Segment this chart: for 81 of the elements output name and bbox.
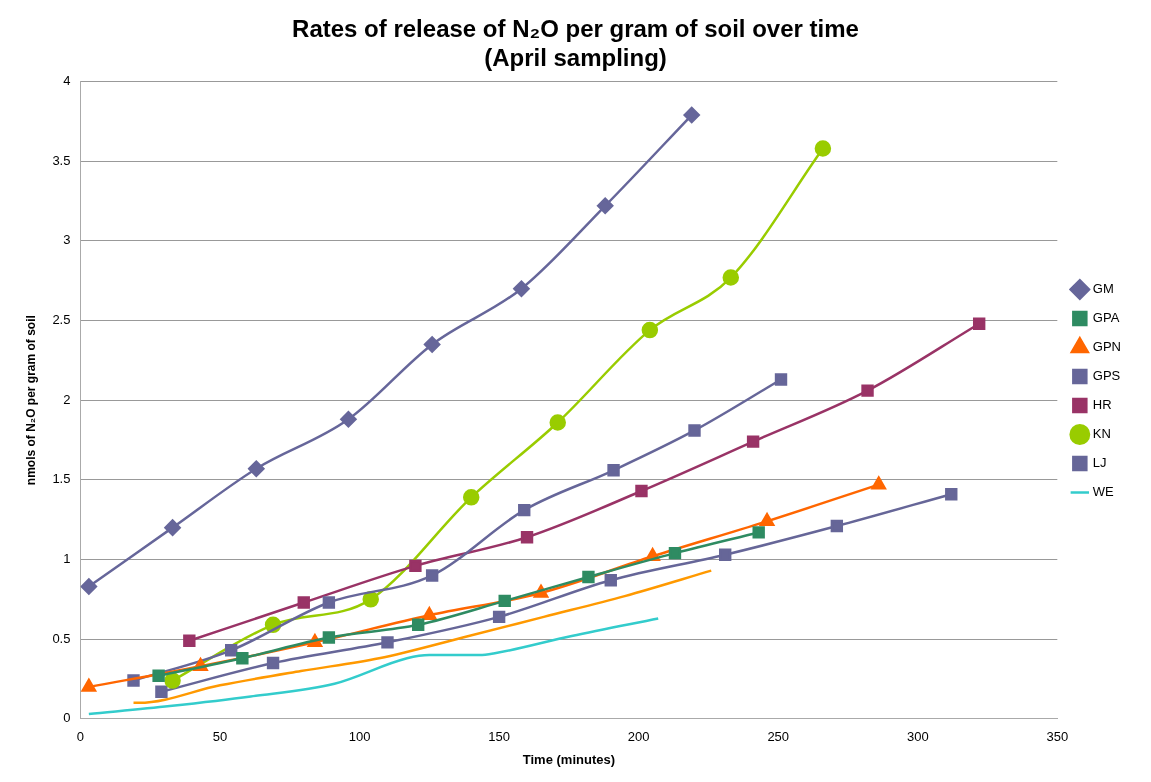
point <box>81 678 97 692</box>
chart-subtitle: (April sampling) <box>484 43 667 71</box>
x-tick-label: 250 <box>767 729 790 745</box>
x-axis-title: Time (minutes) <box>522 751 616 767</box>
y-tick-label: 0.5 <box>52 630 71 646</box>
point <box>774 373 788 386</box>
legend-label: GPS <box>1092 368 1121 384</box>
point <box>322 631 336 644</box>
point <box>945 487 958 501</box>
point <box>513 280 530 297</box>
point <box>688 424 701 437</box>
x-tick-label: 200 <box>627 729 650 745</box>
y-tick-label: 2 <box>63 391 71 407</box>
point <box>683 106 700 124</box>
x-tick-label: 350 <box>1046 729 1069 745</box>
legend-label: HR <box>1092 397 1112 413</box>
point <box>596 197 614 215</box>
point <box>411 618 425 632</box>
y-tick-label: 1 <box>63 551 71 567</box>
x-tick-label: 300 <box>906 729 929 745</box>
point <box>518 503 531 517</box>
point <box>422 607 437 621</box>
y-tick-label: 4 <box>63 73 71 89</box>
point <box>409 559 422 573</box>
point <box>582 570 595 584</box>
point <box>266 656 280 670</box>
point <box>423 336 441 353</box>
legend-label: WE <box>1092 484 1115 500</box>
line-series <box>87 617 660 716</box>
point <box>498 594 511 608</box>
point <box>224 644 238 657</box>
point <box>830 519 844 533</box>
legend-label: GM <box>1092 281 1114 297</box>
point <box>425 569 439 582</box>
legend-label: LJ <box>1092 455 1107 471</box>
point <box>462 489 480 506</box>
line-series <box>132 569 713 705</box>
point <box>164 672 181 689</box>
point <box>155 685 168 698</box>
point <box>607 464 620 477</box>
point <box>520 531 534 544</box>
y-axis-title: nmols of N₂O per gram of soil <box>23 315 38 486</box>
point <box>549 414 566 431</box>
x-tick-label: 150 <box>488 729 510 745</box>
point <box>322 596 336 609</box>
point <box>381 636 394 649</box>
y-tick-label: 2.5 <box>52 312 71 328</box>
point <box>164 519 181 536</box>
point <box>752 526 765 539</box>
legend-label: GPA <box>1092 310 1120 326</box>
y-tick-label: 0 <box>63 710 71 726</box>
x-tick-label: 0 <box>76 729 85 745</box>
point <box>861 384 874 397</box>
point <box>722 269 740 286</box>
x-tick-label: 100 <box>348 729 371 745</box>
point <box>972 317 986 330</box>
point <box>871 476 887 490</box>
point <box>668 546 682 560</box>
point <box>492 610 506 624</box>
y-tick-label: 3.5 <box>52 152 71 168</box>
point <box>297 596 310 609</box>
point <box>340 411 357 428</box>
y-tick-label: 1.5 <box>52 471 71 487</box>
point <box>362 591 379 608</box>
point <box>248 460 265 477</box>
point <box>635 484 648 498</box>
point <box>80 578 98 595</box>
point <box>814 140 832 157</box>
chart-title: Rates of release of N₂O per gram of soil over time <box>292 15 859 43</box>
point <box>183 634 196 647</box>
y-tick-label: 3 <box>63 232 71 248</box>
legend-label: GPN <box>1092 339 1121 355</box>
point <box>152 669 165 682</box>
legend-label: KN <box>1092 426 1111 442</box>
point <box>759 513 775 527</box>
point <box>604 574 617 587</box>
point <box>719 548 732 561</box>
x-tick-label: 50 <box>212 729 228 745</box>
point <box>746 435 760 448</box>
point <box>236 652 249 665</box>
point <box>641 321 659 339</box>
